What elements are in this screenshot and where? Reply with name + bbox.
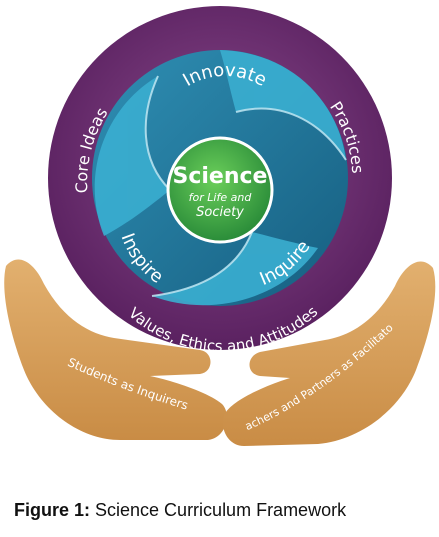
right-hand bbox=[222, 261, 436, 446]
center-line2: Society bbox=[196, 205, 244, 220]
center-line1: for Life and bbox=[189, 191, 253, 204]
figure-caption: Figure 1: Science Curriculum Framework bbox=[14, 500, 346, 521]
caption-text: Science Curriculum Framework bbox=[90, 500, 347, 520]
caption-label: Figure 1: bbox=[14, 500, 91, 520]
center-title: Science bbox=[173, 164, 268, 189]
left-hand bbox=[4, 259, 227, 440]
center-circle bbox=[166, 136, 274, 244]
science-framework-diagram: Science for Life and Society Innovate In… bbox=[4, 6, 436, 446]
inner-swirl-lines bbox=[144, 75, 347, 297]
